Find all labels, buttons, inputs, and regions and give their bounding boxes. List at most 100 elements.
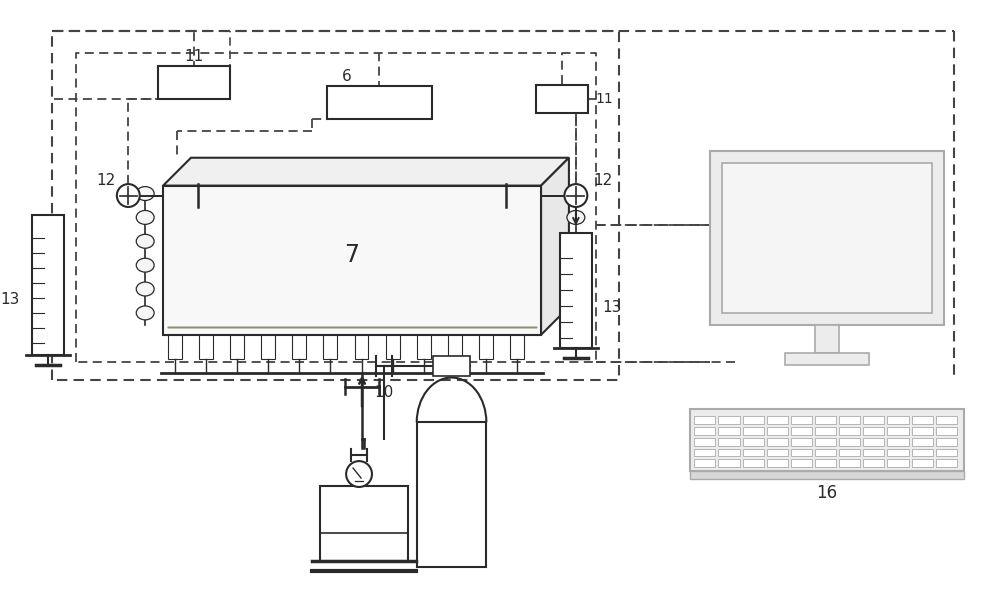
Bar bbox=[32, 215, 64, 355]
Ellipse shape bbox=[567, 306, 585, 320]
Bar bbox=[767, 448, 788, 456]
Ellipse shape bbox=[136, 306, 154, 320]
Bar bbox=[863, 438, 884, 445]
Bar bbox=[510, 335, 524, 359]
Text: 11: 11 bbox=[596, 92, 614, 106]
Bar bbox=[163, 186, 541, 335]
Bar bbox=[199, 335, 213, 359]
Bar bbox=[887, 460, 909, 467]
Bar bbox=[912, 448, 933, 456]
Bar bbox=[887, 448, 909, 456]
Bar bbox=[936, 448, 957, 456]
Bar bbox=[230, 335, 244, 359]
Bar bbox=[448, 335, 462, 359]
Bar bbox=[718, 438, 740, 445]
Bar bbox=[815, 448, 836, 456]
Bar bbox=[694, 417, 715, 424]
Ellipse shape bbox=[567, 282, 585, 296]
Bar bbox=[417, 335, 431, 359]
Bar bbox=[839, 427, 860, 435]
Text: 14: 14 bbox=[354, 504, 374, 520]
Bar bbox=[815, 460, 836, 467]
Bar bbox=[887, 417, 909, 424]
Bar bbox=[767, 427, 788, 435]
Text: 16: 16 bbox=[816, 484, 838, 502]
Ellipse shape bbox=[567, 211, 585, 224]
Bar bbox=[690, 409, 964, 471]
Bar bbox=[912, 460, 933, 467]
Text: 12: 12 bbox=[97, 173, 116, 188]
Text: 11: 11 bbox=[184, 49, 204, 64]
Bar bbox=[863, 417, 884, 424]
Ellipse shape bbox=[136, 234, 154, 248]
Bar bbox=[912, 427, 933, 435]
Bar bbox=[536, 85, 588, 113]
Circle shape bbox=[564, 184, 587, 207]
Bar bbox=[887, 438, 909, 445]
Bar bbox=[694, 438, 715, 445]
Bar bbox=[743, 438, 764, 445]
Bar bbox=[718, 427, 740, 435]
Bar bbox=[785, 353, 869, 365]
Bar bbox=[694, 460, 715, 467]
Bar bbox=[791, 427, 812, 435]
Bar bbox=[479, 335, 493, 359]
Bar bbox=[839, 438, 860, 445]
Text: 15: 15 bbox=[441, 486, 462, 503]
Bar bbox=[417, 422, 486, 566]
Bar bbox=[936, 427, 957, 435]
Text: 12: 12 bbox=[594, 173, 613, 188]
Text: 6: 6 bbox=[342, 68, 352, 84]
Bar bbox=[718, 448, 740, 456]
Bar bbox=[323, 335, 337, 359]
Bar bbox=[863, 448, 884, 456]
Bar bbox=[936, 460, 957, 467]
Bar bbox=[791, 448, 812, 456]
Bar bbox=[743, 460, 764, 467]
Bar bbox=[839, 417, 860, 424]
Bar bbox=[815, 325, 839, 353]
Bar bbox=[327, 86, 432, 119]
Bar bbox=[815, 417, 836, 424]
Bar bbox=[722, 163, 932, 313]
Ellipse shape bbox=[136, 282, 154, 296]
Circle shape bbox=[117, 184, 140, 207]
Ellipse shape bbox=[567, 258, 585, 272]
Text: 7: 7 bbox=[345, 243, 360, 267]
Ellipse shape bbox=[136, 258, 154, 272]
Bar bbox=[839, 448, 860, 456]
Bar bbox=[743, 448, 764, 456]
Bar bbox=[863, 427, 884, 435]
Text: 13: 13 bbox=[0, 293, 20, 307]
Bar bbox=[743, 417, 764, 424]
Bar bbox=[815, 427, 836, 435]
Bar bbox=[791, 417, 812, 424]
Bar bbox=[767, 438, 788, 445]
Bar bbox=[292, 335, 306, 359]
Bar bbox=[158, 66, 230, 99]
Bar bbox=[560, 233, 592, 348]
Circle shape bbox=[346, 461, 372, 487]
Bar bbox=[261, 335, 275, 359]
Bar bbox=[767, 460, 788, 467]
Bar bbox=[694, 427, 715, 435]
Ellipse shape bbox=[567, 234, 585, 248]
Bar bbox=[743, 427, 764, 435]
Bar bbox=[433, 356, 470, 376]
Ellipse shape bbox=[136, 211, 154, 224]
Polygon shape bbox=[710, 151, 944, 325]
Bar bbox=[718, 460, 740, 467]
Polygon shape bbox=[541, 158, 569, 335]
Bar bbox=[815, 438, 836, 445]
Bar bbox=[355, 335, 368, 359]
Bar bbox=[936, 438, 957, 445]
Text: 13: 13 bbox=[602, 300, 621, 316]
Bar bbox=[839, 460, 860, 467]
Bar bbox=[386, 335, 400, 359]
Bar bbox=[791, 438, 812, 445]
Bar bbox=[912, 417, 933, 424]
Bar bbox=[887, 427, 909, 435]
Ellipse shape bbox=[136, 186, 154, 201]
Text: 10: 10 bbox=[374, 385, 393, 400]
Polygon shape bbox=[163, 158, 569, 186]
